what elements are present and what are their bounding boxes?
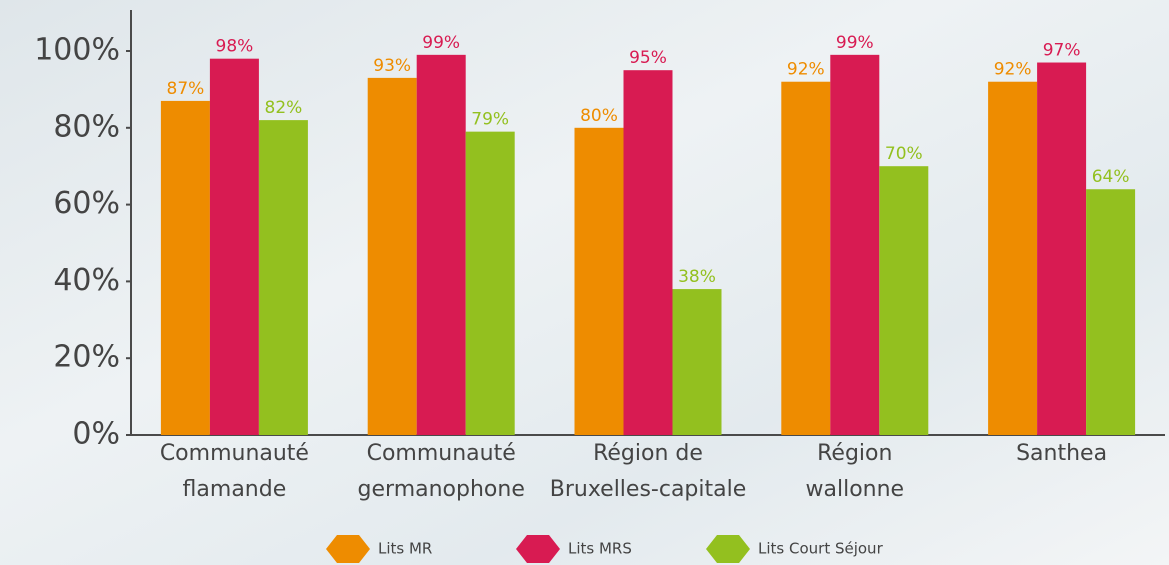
value-label: 70%	[885, 144, 923, 164]
y-tick-label: 100%	[34, 33, 120, 68]
bar	[879, 166, 929, 435]
x-tick-label: Région	[817, 441, 892, 466]
legend-swatch	[706, 535, 750, 563]
y-tick-label: 0%	[72, 417, 120, 452]
value-label: 82%	[265, 98, 303, 118]
value-label: 99%	[836, 33, 874, 53]
x-tick-label: germanophone	[358, 477, 525, 502]
x-tick-label: flamande	[183, 477, 287, 502]
bar	[1037, 62, 1087, 436]
bar	[367, 77, 417, 435]
bar	[209, 58, 259, 436]
bar	[988, 81, 1038, 435]
y-tick-label: 80%	[53, 109, 120, 144]
legend-swatch	[326, 535, 370, 563]
bar	[258, 120, 308, 436]
x-tick-label: Région de	[593, 441, 703, 466]
bar	[574, 127, 624, 436]
value-label: 99%	[422, 33, 460, 53]
x-tick-label: wallonne	[806, 477, 905, 502]
x-tick-label: Santhea	[1016, 441, 1107, 466]
value-label: 92%	[787, 60, 825, 80]
value-label: 93%	[373, 56, 411, 76]
value-label: 92%	[994, 60, 1032, 80]
bar	[830, 54, 880, 436]
value-label: 98%	[216, 37, 254, 57]
value-label: 80%	[580, 106, 618, 126]
value-label: 95%	[629, 48, 667, 68]
y-tick-label: 40%	[53, 263, 120, 298]
x-tick-label: Communauté	[367, 441, 516, 466]
bar	[672, 289, 722, 435]
bar	[1086, 189, 1136, 435]
legend-label: Lits Court Séjour	[758, 540, 884, 558]
bar	[465, 131, 515, 435]
value-label: 87%	[167, 79, 205, 99]
legend-swatch	[516, 535, 560, 563]
bar	[781, 81, 831, 435]
x-tick-label: Bruxelles-capitale	[550, 477, 747, 502]
x-tick-label: Communauté	[160, 441, 309, 466]
bar	[623, 70, 673, 435]
value-label: 79%	[471, 110, 509, 130]
value-label: 97%	[1043, 41, 1081, 61]
value-label: 64%	[1092, 167, 1130, 187]
value-label: 38%	[678, 267, 716, 287]
bar	[416, 54, 466, 436]
y-tick-label: 20%	[53, 340, 120, 375]
legend-label: Lits MR	[378, 540, 432, 558]
y-tick-label: 60%	[53, 186, 120, 221]
legend-label: Lits MRS	[568, 540, 632, 558]
bar	[160, 100, 210, 436]
